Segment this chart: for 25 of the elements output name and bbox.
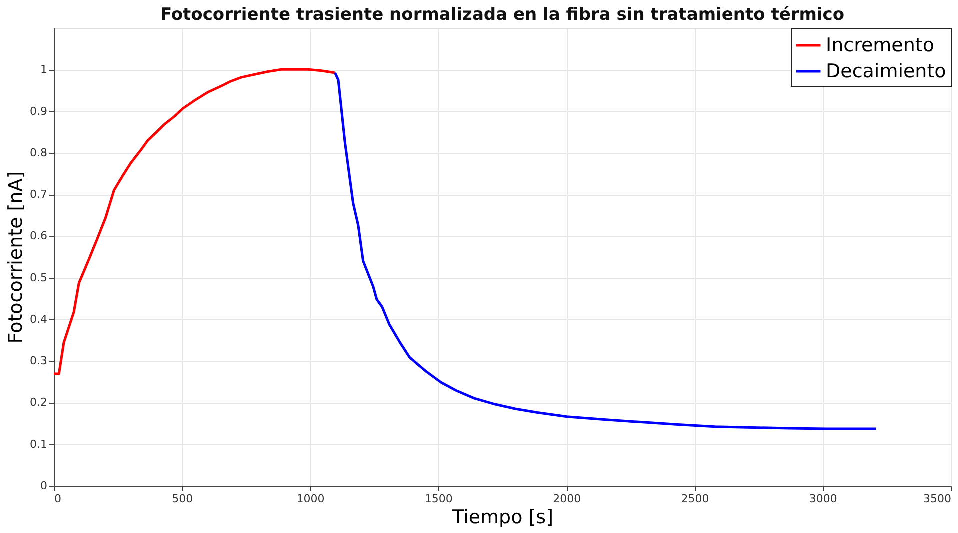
x-tick-label: 0 bbox=[54, 492, 62, 506]
y-tick-label: 0.9 bbox=[30, 104, 48, 118]
x-tick-label: 3000 bbox=[809, 492, 838, 506]
y-tick-label: 0.8 bbox=[30, 146, 48, 160]
y-tick-label: 0.7 bbox=[30, 188, 48, 202]
x-tick-label: 2000 bbox=[553, 492, 582, 506]
x-tick-label: 3500 bbox=[924, 492, 952, 506]
y-tick-label: 0.3 bbox=[30, 354, 48, 368]
line-series bbox=[52, 68, 336, 376]
x-tick-label: 2500 bbox=[681, 492, 710, 506]
x-axis-title: Tiempo [s] bbox=[452, 506, 554, 528]
y-tick-label: 0 bbox=[40, 480, 48, 492]
y-axis-title: Fotocorriente [nA] bbox=[5, 171, 28, 344]
x-tick-label: 1500 bbox=[424, 492, 453, 506]
y-tick-label: 0.5 bbox=[30, 271, 48, 284]
legend-label: Incremento bbox=[826, 34, 934, 56]
x-tick-label: 1000 bbox=[296, 492, 325, 506]
y-tick-label: 0.6 bbox=[30, 230, 48, 243]
x-tick-label: 500 bbox=[172, 492, 194, 506]
y-tick-label: 1 bbox=[40, 63, 48, 76]
legend-label: Decaimiento bbox=[826, 60, 946, 82]
y-tick-label: 0.2 bbox=[30, 396, 48, 410]
chart-title: Fotocorriente trasiente normalizada en la fibra sin tratamiento térmico bbox=[160, 5, 845, 25]
y-tick-label: 0.1 bbox=[30, 438, 48, 451]
y-tick-label: 0.4 bbox=[30, 312, 48, 326]
